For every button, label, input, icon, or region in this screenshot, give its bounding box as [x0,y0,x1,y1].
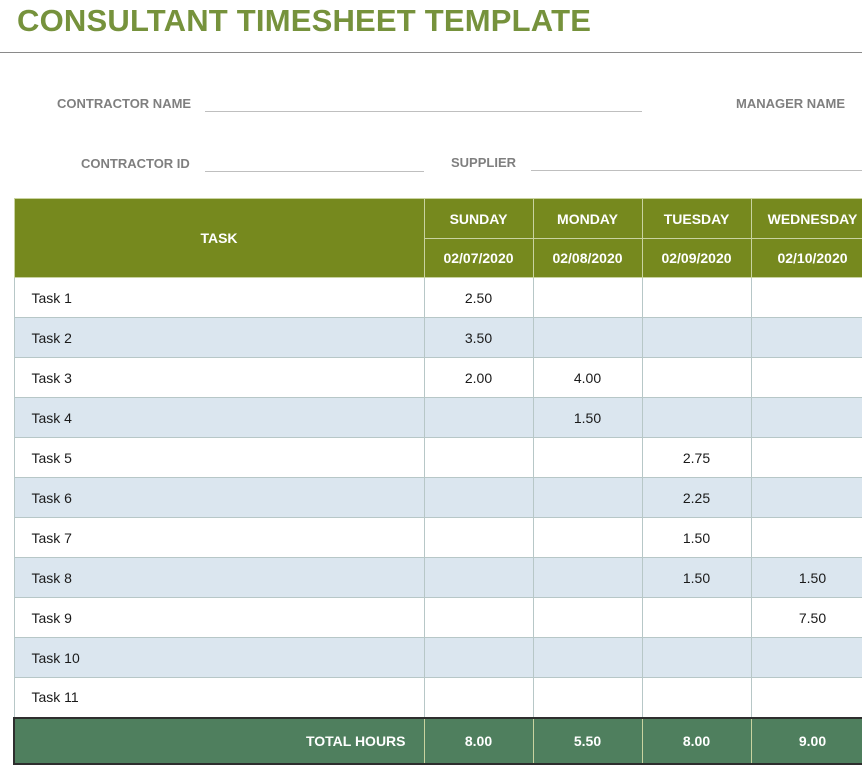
hours-cell-tuesday[interactable]: 1.50 [641,557,752,598]
hours-cell-sunday[interactable]: 2.50 [423,277,534,318]
date-header-monday: 02/08/2020 [532,238,643,278]
task-cell[interactable]: Task 3 [13,357,425,398]
day-header-monday: MONDAY [532,198,643,239]
hours-cell-wednesday[interactable]: 7.50 [750,597,862,638]
hours-cell-tuesday[interactable] [641,317,752,358]
hours-cell-monday[interactable] [532,677,643,718]
hours-cell-wednesday[interactable] [750,357,862,398]
hours-cell-sunday[interactable] [423,437,534,478]
total-cell-tuesday: 8.00 [641,716,752,765]
hours-cell-sunday[interactable] [423,597,534,638]
hours-cell-tuesday[interactable] [641,597,752,638]
hours-cell-tuesday[interactable] [641,357,752,398]
date-header-tuesday: 02/09/2020 [641,238,752,278]
total-cell-wednesday: 9.00 [750,716,862,765]
hours-cell-tuesday[interactable]: 2.75 [641,437,752,478]
supplier-label: SUPPLIER [451,155,517,170]
date-header-wednesday: 02/10/2020 [750,238,862,278]
hours-cell-monday[interactable] [532,597,643,638]
task-cell[interactable]: Task 7 [13,517,425,558]
hours-cell-monday[interactable] [532,637,643,678]
header-row-days: TASK SUNDAY MONDAY TUESDAY WEDNESDAY [13,198,862,278]
hours-cell-wednesday[interactable]: 1.50 [750,557,862,598]
task-cell[interactable]: Task 6 [13,477,425,518]
hours-cell-monday[interactable]: 4.00 [532,357,643,398]
task-cell[interactable]: Task 11 [13,677,425,718]
table-row: Task 9 7.50 [13,597,862,638]
hours-cell-monday[interactable] [532,557,643,598]
task-cell[interactable]: Task 1 [13,277,425,318]
contractor-name-field[interactable] [205,92,642,112]
total-hours-label: TOTAL HOURS [13,716,425,765]
total-cell-monday: 5.50 [532,716,643,765]
table-row: Task 5 2.75 [13,437,862,478]
task-cell[interactable]: Task 2 [13,317,425,358]
table-row: Task 10 [13,637,862,678]
hours-cell-monday[interactable] [532,517,643,558]
hours-cell-tuesday[interactable] [641,277,752,318]
task-cell[interactable]: Task 5 [13,437,425,478]
table-row: Task 1 2.50 [13,277,862,318]
hours-cell-tuesday[interactable]: 2.25 [641,477,752,518]
supplier-field[interactable] [531,151,862,171]
contractor-id-field[interactable] [205,152,424,172]
hours-cell-wednesday[interactable] [750,277,862,318]
hours-cell-tuesday[interactable] [641,677,752,718]
page-title: CONSULTANT TIMESHEET TEMPLATE [17,3,592,38]
hours-cell-monday[interactable] [532,317,643,358]
total-hours-row: TOTAL HOURS 8.00 5.50 8.00 9.00 [13,716,862,765]
hours-cell-sunday[interactable] [423,477,534,518]
hours-cell-wednesday[interactable] [750,677,862,718]
date-header-sunday: 02/07/2020 [423,238,534,278]
day-header-wednesday: WEDNESDAY [750,198,862,239]
hours-cell-sunday[interactable]: 3.50 [423,317,534,358]
hours-cell-wednesday[interactable] [750,397,862,438]
table-row: Task 11 [13,677,862,718]
hours-cell-monday[interactable] [532,277,643,318]
title-divider [0,52,862,53]
header-row-dates: 02/07/2020 02/08/2020 02/09/2020 02/10/2… [14,238,862,278]
hours-cell-wednesday[interactable] [750,317,862,358]
day-header-tuesday: TUESDAY [641,198,752,239]
table-row: Task 7 1.50 [13,517,862,558]
task-cell[interactable]: Task 9 [13,597,425,638]
task-cell[interactable]: Task 10 [13,637,425,678]
hours-cell-sunday[interactable]: 2.00 [423,357,534,398]
hours-cell-monday[interactable] [532,477,643,518]
hours-cell-sunday[interactable] [423,637,534,678]
table-row: Task 4 1.50 [13,397,862,438]
hours-cell-tuesday[interactable] [641,397,752,438]
hours-cell-wednesday[interactable] [750,517,862,558]
hours-cell-tuesday[interactable] [641,637,752,678]
contractor-name-label: CONTRACTOR NAME [57,96,192,111]
hours-cell-sunday[interactable] [423,677,534,718]
task-column-header: TASK [13,198,425,278]
table-row: Task 8 1.50 1.50 [13,557,862,598]
table-row: Task 3 2.00 4.00 [13,357,862,398]
day-header-sunday: SUNDAY [423,198,534,239]
hours-cell-sunday[interactable] [423,557,534,598]
hours-cell-sunday[interactable] [423,397,534,438]
hours-cell-monday[interactable] [532,437,643,478]
hours-cell-tuesday[interactable]: 1.50 [641,517,752,558]
timesheet-table: TASK SUNDAY MONDAY TUESDAY WEDNESDAY 02/… [13,198,862,765]
total-cell-sunday: 8.00 [423,716,534,765]
hours-cell-wednesday[interactable] [750,437,862,478]
hours-cell-sunday[interactable] [423,517,534,558]
hours-cell-wednesday[interactable] [750,637,862,678]
task-cell[interactable]: Task 4 [13,397,425,438]
table-row: Task 6 2.25 [13,477,862,518]
task-cell[interactable]: Task 8 [13,557,425,598]
manager-name-label: MANAGER NAME [736,96,846,111]
hours-cell-monday[interactable]: 1.50 [532,397,643,438]
contractor-id-label: CONTRACTOR ID [81,156,190,171]
hours-cell-wednesday[interactable] [750,477,862,518]
table-row: Task 2 3.50 [13,317,862,358]
